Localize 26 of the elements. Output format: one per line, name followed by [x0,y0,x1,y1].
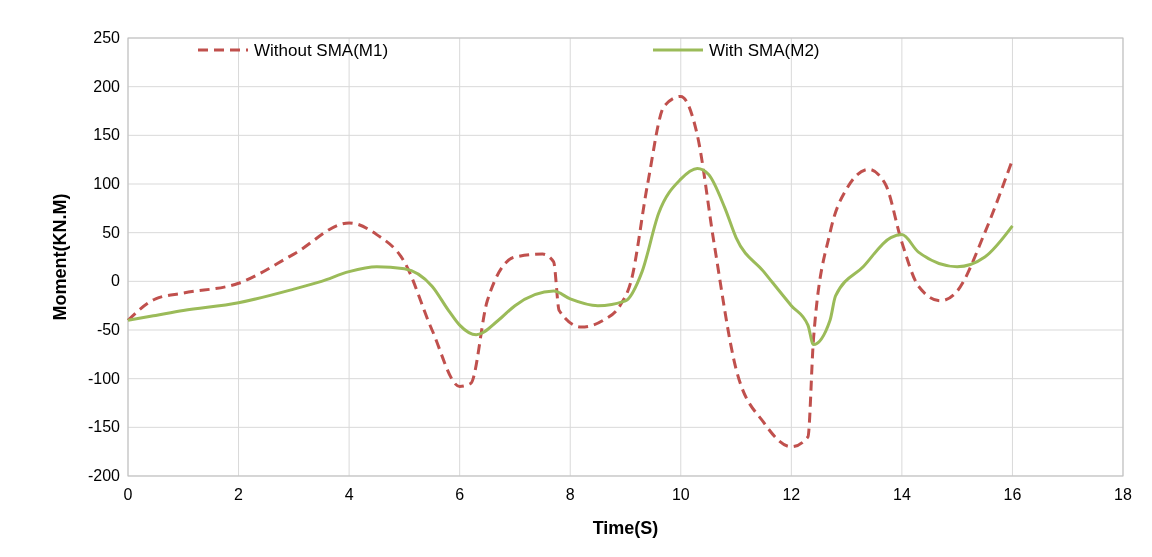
y-tick-label: 0 [111,272,121,290]
x-tick-label: 8 [565,486,575,503]
y-tick-label: -150 [87,418,121,436]
x-tick-label: 16 [1003,486,1022,503]
y-tick-label: 50 [102,223,121,241]
line-series [126,166,1014,347]
y-tick-label: 100 [93,175,121,192]
legend-label: Without SMA(M1) [254,41,389,60]
x-tick-label: 10 [671,486,690,503]
y-tick-label: -100 [87,369,121,387]
x-tick-label: 14 [892,486,911,503]
legend-label: With SMA(M2) [709,41,820,60]
y-tick-label: 200 [93,77,121,95]
line-series [126,94,1014,449]
x-tick-label: 6 [455,486,465,503]
x-tick-label: 4 [344,486,354,503]
x-tick-label: 18 [1114,486,1132,503]
x-tick-label: 0 [123,486,133,503]
y-axis-title: Moment(KN.M) [50,193,70,321]
x-tick-label: 12 [782,486,801,503]
x-tick-label: 2 [234,486,244,503]
y-tick-label: -50 [96,321,121,338]
x-axis-title: Time(S) [592,518,659,538]
y-tick-label: -200 [87,467,121,484]
y-tick-label: 150 [93,126,121,144]
y-tick-label: 250 [93,29,121,46]
